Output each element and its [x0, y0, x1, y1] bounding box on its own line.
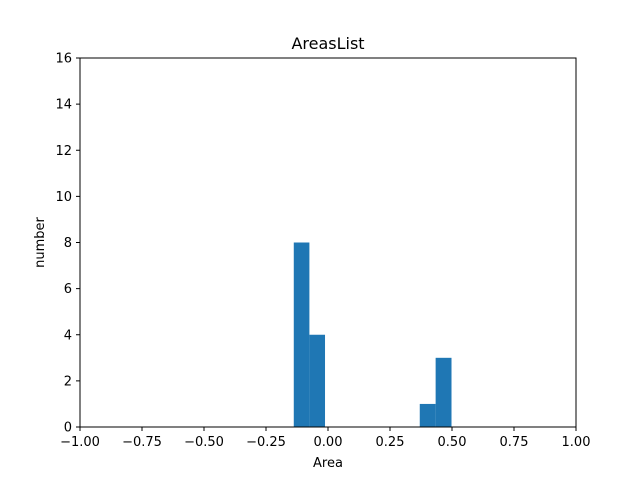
- histogram-bar: [293, 242, 310, 427]
- x-tick-label: 0.25: [376, 435, 405, 450]
- y-tick-label: 16: [55, 52, 72, 67]
- y-tick-label: 10: [55, 190, 72, 205]
- y-tick-label: 2: [64, 374, 72, 389]
- y-tick-label: 4: [64, 328, 72, 343]
- y-axis-ticks: 0 2 4 6 8 10 12 14 16: [55, 52, 80, 436]
- x-tick-label: 0.75: [500, 435, 529, 450]
- x-axis-ticks: −1.00 −0.75 −0.50 −0.25 0.00 0.25 0.50 0.75 1.00: [60, 427, 590, 450]
- x-tick-label: −1.00: [60, 435, 100, 450]
- x-tick-label: 0.50: [438, 435, 467, 450]
- x-tick-label: −0.50: [184, 435, 224, 450]
- x-tick-label: −0.25: [246, 435, 286, 450]
- y-axis-label: number: [33, 216, 48, 267]
- y-tick-label: 8: [64, 236, 72, 251]
- bars-group: [293, 242, 452, 427]
- x-tick-label: 0.00: [314, 435, 343, 450]
- y-tick-label: 12: [55, 144, 72, 159]
- y-tick-label: 6: [64, 282, 72, 297]
- x-tick-label: 1.00: [562, 435, 591, 450]
- histogram-bar: [309, 334, 326, 427]
- histogram-bar: [435, 357, 452, 427]
- x-axis-label: Area: [313, 456, 343, 471]
- x-tick-label: −0.75: [122, 435, 162, 450]
- y-tick-label: 0: [64, 421, 72, 436]
- y-tick-label: 14: [55, 98, 72, 113]
- chart-title: AreasList: [291, 34, 364, 53]
- histogram-bar: [419, 403, 436, 427]
